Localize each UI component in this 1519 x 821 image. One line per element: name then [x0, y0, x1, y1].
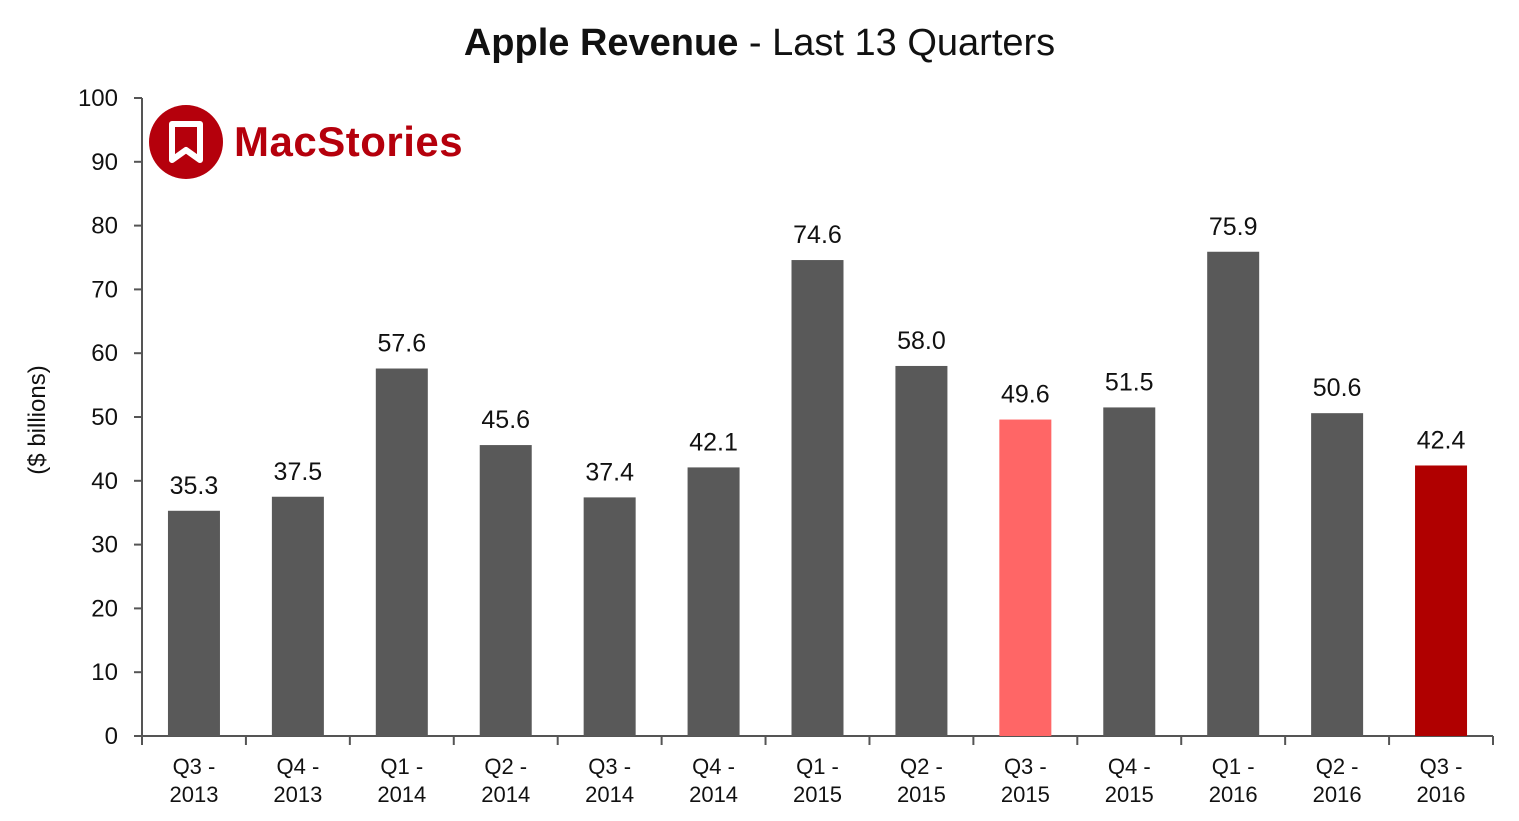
bar [583, 497, 636, 736]
y-tick-label: 50 [91, 404, 118, 431]
bar [375, 368, 428, 736]
macstories-logo: MacStories [148, 104, 463, 180]
bar [167, 510, 220, 736]
x-tick-label-year: 2015 [1105, 782, 1154, 807]
bar [271, 496, 324, 736]
bar [687, 467, 740, 736]
data-label: 51.5 [1105, 368, 1154, 396]
bar [791, 260, 844, 736]
x-tick-label: Q1 - [1212, 754, 1255, 779]
y-tick-label: 80 [91, 213, 118, 240]
bar [895, 365, 948, 736]
data-label: 37.5 [274, 458, 323, 486]
data-label: 37.4 [585, 458, 634, 486]
y-tick-label: 100 [78, 85, 118, 112]
x-tick-label-year: 2014 [481, 782, 530, 807]
bar [1311, 413, 1364, 736]
bar [1207, 251, 1260, 736]
x-tick-label-year: 2014 [377, 782, 426, 807]
logo-wordmark: MacStories [234, 118, 464, 165]
bookmark-icon [149, 105, 223, 179]
y-tick-label: 30 [91, 532, 118, 559]
x-tick-label: Q4 - [692, 754, 735, 779]
x-tick-label-year: 2016 [1313, 782, 1362, 807]
bar [1415, 465, 1468, 736]
x-tick-label: Q2 - [900, 754, 943, 779]
chart-title-rest: - Last 13 Quarters [738, 22, 1056, 64]
x-tick-label: Q2 - [1316, 754, 1359, 779]
x-tick-label: Q2 - [484, 754, 527, 779]
bar [999, 419, 1052, 736]
x-tick-label: Q3 - [1004, 754, 1047, 779]
data-label: 42.4 [1417, 426, 1466, 454]
x-tick-label: Q3 - [173, 754, 216, 779]
x-tick-label-year: 2015 [1001, 782, 1050, 807]
x-tick-label-year: 2016 [1209, 782, 1258, 807]
x-tick-label-year: 2014 [689, 782, 738, 807]
data-label: 42.1 [689, 428, 738, 456]
x-tick-label-year: 2013 [273, 782, 322, 807]
x-tick-label-year: 2016 [1417, 782, 1466, 807]
data-label: 74.6 [793, 221, 842, 249]
data-label: 49.6 [1001, 381, 1050, 409]
x-tick-label-year: 2014 [585, 782, 634, 807]
data-label: 75.9 [1209, 213, 1258, 241]
y-tick-label: 70 [91, 276, 118, 303]
bar [479, 445, 532, 736]
y-tick-label: 0 [105, 723, 118, 750]
x-tick-label: Q4 - [276, 754, 319, 779]
y-tick-label: 90 [91, 149, 118, 176]
x-tick-label-year: 2015 [793, 782, 842, 807]
x-tick-label-year: 2015 [897, 782, 946, 807]
x-tick-label: Q1 - [380, 754, 423, 779]
chart-title-bold: Apple Revenue [463, 22, 739, 64]
bar [1103, 407, 1156, 736]
x-tick-label-year: 2013 [169, 782, 218, 807]
x-tick-label: Q1 - [796, 754, 839, 779]
y-tick-label: 20 [91, 595, 118, 622]
x-tick-label: Q3 - [1420, 754, 1463, 779]
y-tick-label: 10 [91, 659, 118, 686]
x-tick-label: Q4 - [1108, 754, 1151, 779]
data-label: 45.6 [481, 406, 530, 434]
data-label: 58.0 [897, 327, 946, 355]
y-tick-label: 40 [91, 468, 118, 495]
data-label: 57.6 [377, 330, 426, 358]
data-label: 50.6 [1313, 374, 1362, 402]
chart-title: Apple Revenue - Last 13 Quarters [0, 22, 1519, 65]
x-tick-label: Q3 - [588, 754, 631, 779]
y-tick-label: 60 [91, 340, 118, 367]
data-label: 35.3 [170, 472, 219, 500]
